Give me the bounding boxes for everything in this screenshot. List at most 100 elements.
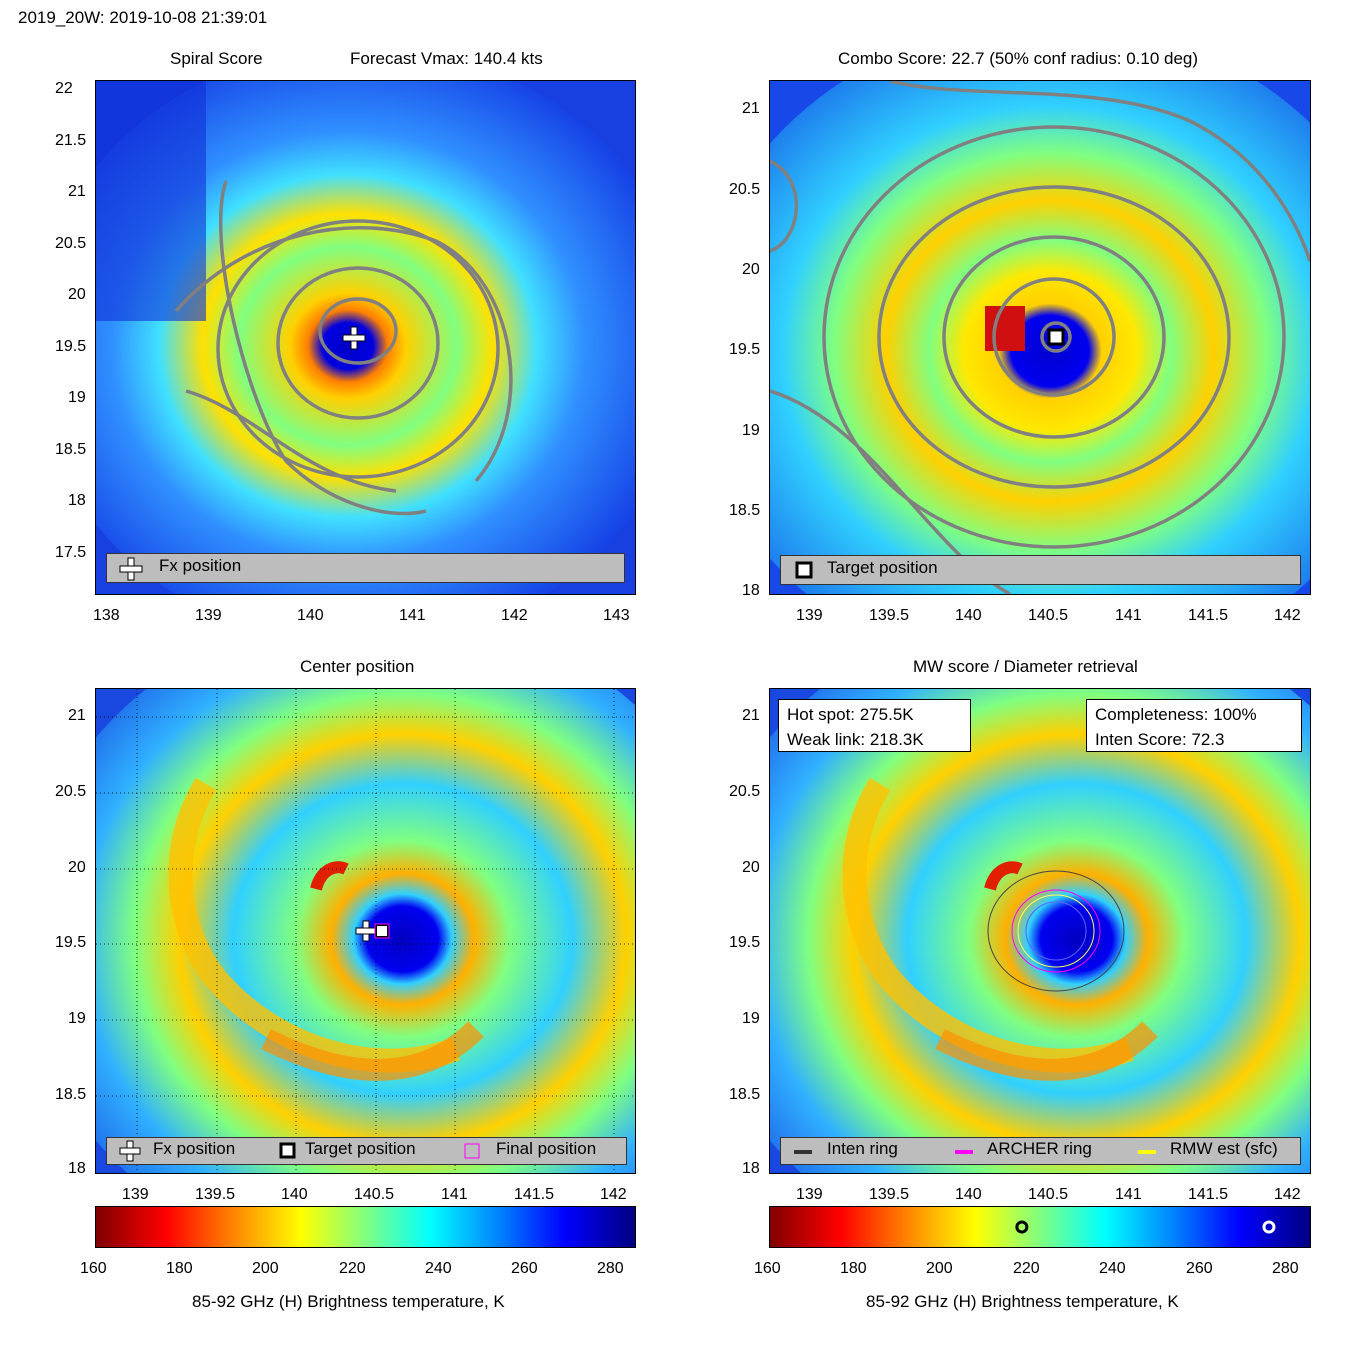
hot-spot-box: Hot spot: 275.5K Weak link: 218.3K [778, 699, 971, 752]
y-tick: 21 [68, 707, 86, 724]
x-tick: 140 [297, 607, 324, 624]
colorbar-markers [1015, 1220, 1276, 1234]
x-tick: 139.5 [869, 1186, 910, 1203]
x-tick: 141 [441, 1186, 468, 1203]
x-tick: 142 [600, 1186, 627, 1203]
y-tick: 18 [742, 582, 760, 599]
y-tick: 20.5 [729, 783, 761, 800]
x-tick: 140 [955, 1186, 982, 1203]
target-legend-icon [279, 1142, 296, 1159]
x-tick: 139.5 [195, 1186, 236, 1203]
cbar-tick: 280 [597, 1260, 624, 1277]
y-tick: 20.5 [55, 235, 87, 252]
colorbar-right [769, 1206, 1311, 1248]
completeness-box: Completeness: 100% Inten Score: 72.3 [1086, 699, 1302, 752]
combo-legend: Target position [780, 555, 1301, 585]
center-tb-field [96, 689, 635, 1173]
cbar-tick: 180 [166, 1260, 193, 1277]
x-tick: 139 [195, 607, 222, 624]
spiral-title: Spiral Score [170, 49, 263, 68]
forecast-vmax: Forecast Vmax: 140.4 kts [350, 49, 543, 68]
inten-ring [987, 870, 1125, 992]
cbar-tick: 240 [425, 1260, 452, 1277]
y-tick: 19.5 [55, 338, 87, 355]
cbar-tick: 180 [840, 1260, 867, 1277]
cbar-tick: 220 [1013, 1260, 1040, 1277]
center-title: Center position [300, 657, 415, 676]
y-tick: 18.5 [55, 441, 87, 458]
y-tick: 19 [742, 1010, 760, 1027]
inten-score-value: Inten Score: 72.3 [1095, 730, 1225, 749]
y-tick: 18.5 [729, 502, 761, 519]
mw-score-plot[interactable]: Hot spot: 275.5K Weak link: 218.3K Compl… [769, 688, 1311, 1174]
x-tick: 139 [796, 607, 823, 624]
inten-ring-legend-icon [794, 1150, 812, 1154]
legend-archer-label: ARCHER ring [987, 1139, 1092, 1158]
completeness-value: Completeness: 100% [1095, 705, 1257, 724]
legend-rmw-label: RMW est (sfc) [1170, 1139, 1278, 1158]
y-tick: 18 [742, 1160, 760, 1177]
y-tick: 20.5 [55, 783, 87, 800]
center-target-marker [374, 923, 390, 939]
y-tick: 21.5 [55, 132, 87, 149]
combo-score-plot[interactable]: Target position [769, 80, 1311, 595]
x-tick: 141 [1115, 1186, 1142, 1203]
hot-spot-value: Hot spot: 275.5K [787, 705, 914, 724]
y-tick: 18 [68, 492, 86, 509]
mw-rings [987, 870, 1125, 992]
fx-legend-icon [119, 1140, 141, 1162]
x-tick: 141.5 [514, 1186, 555, 1203]
y-tick: 21 [742, 707, 760, 724]
y-tick: 19 [68, 389, 86, 406]
y-tick: 21 [68, 183, 86, 200]
legend-target-label: Target position [305, 1139, 416, 1158]
x-tick: 141 [1115, 607, 1142, 624]
combo-target-marker [1047, 328, 1065, 346]
x-tick: 139 [122, 1186, 149, 1203]
x-tick: 142 [1274, 1186, 1301, 1203]
x-tick: 140.5 [1028, 607, 1069, 624]
colorbar-left-label: 85-92 GHz (H) Brightness temperature, K [192, 1292, 505, 1311]
y-tick: 19.5 [729, 341, 761, 358]
y-tick: 18.5 [55, 1086, 87, 1103]
colorbar-right-label: 85-92 GHz (H) Brightness temperature, K [866, 1292, 1179, 1311]
y-tick: 20 [68, 286, 86, 303]
cbar-tick: 280 [1272, 1260, 1299, 1277]
y-tick: 19 [742, 422, 760, 439]
x-tick: 141.5 [1188, 1186, 1229, 1203]
x-tick: 141 [399, 607, 426, 624]
x-tick: 139 [796, 1186, 823, 1203]
cbar-tick: 200 [252, 1260, 279, 1277]
x-tick: 142 [501, 607, 528, 624]
cbar-tick: 260 [1186, 1260, 1213, 1277]
spiral-legend: Fx position [106, 553, 625, 583]
archer-ring-legend-icon [955, 1150, 973, 1154]
combo-score-field [770, 81, 1310, 594]
legend-fx-label: Fx position [153, 1139, 236, 1158]
center-legend: Fx position Target position Final positi… [106, 1137, 627, 1165]
y-tick: 18.5 [729, 1086, 761, 1103]
y-tick: 20 [742, 859, 760, 876]
colorbar-left [95, 1206, 636, 1248]
legend-final-label: Final position [496, 1139, 597, 1158]
cbar-tick: 240 [1099, 1260, 1126, 1277]
cbar-tick: 260 [511, 1260, 538, 1277]
y-tick: 19 [68, 1010, 86, 1027]
fx-legend-icon [119, 557, 143, 581]
center-position-plot[interactable]: Fx position Target position Final positi… [95, 688, 636, 1174]
legend-inten-label: Inten ring [827, 1139, 898, 1158]
page-title: 2019_20W: 2019-10-08 21:39:01 [18, 8, 268, 27]
fx-position-marker [342, 326, 366, 350]
y-tick: 20 [68, 859, 86, 876]
legend-fx-label: Fx position [159, 556, 242, 575]
x-tick: 140 [955, 607, 982, 624]
spiral-score-plot[interactable]: Fx position [95, 80, 636, 595]
y-tick: 22 [55, 80, 73, 97]
x-tick: 140.5 [1028, 1186, 1069, 1203]
rmw-ring [1017, 894, 1095, 968]
y-tick: 20.5 [729, 181, 761, 198]
legend-target-label: Target position [827, 558, 938, 577]
y-tick: 19.5 [55, 934, 87, 951]
y-tick: 20 [742, 261, 760, 278]
hot-spot-marker [1262, 1220, 1276, 1234]
